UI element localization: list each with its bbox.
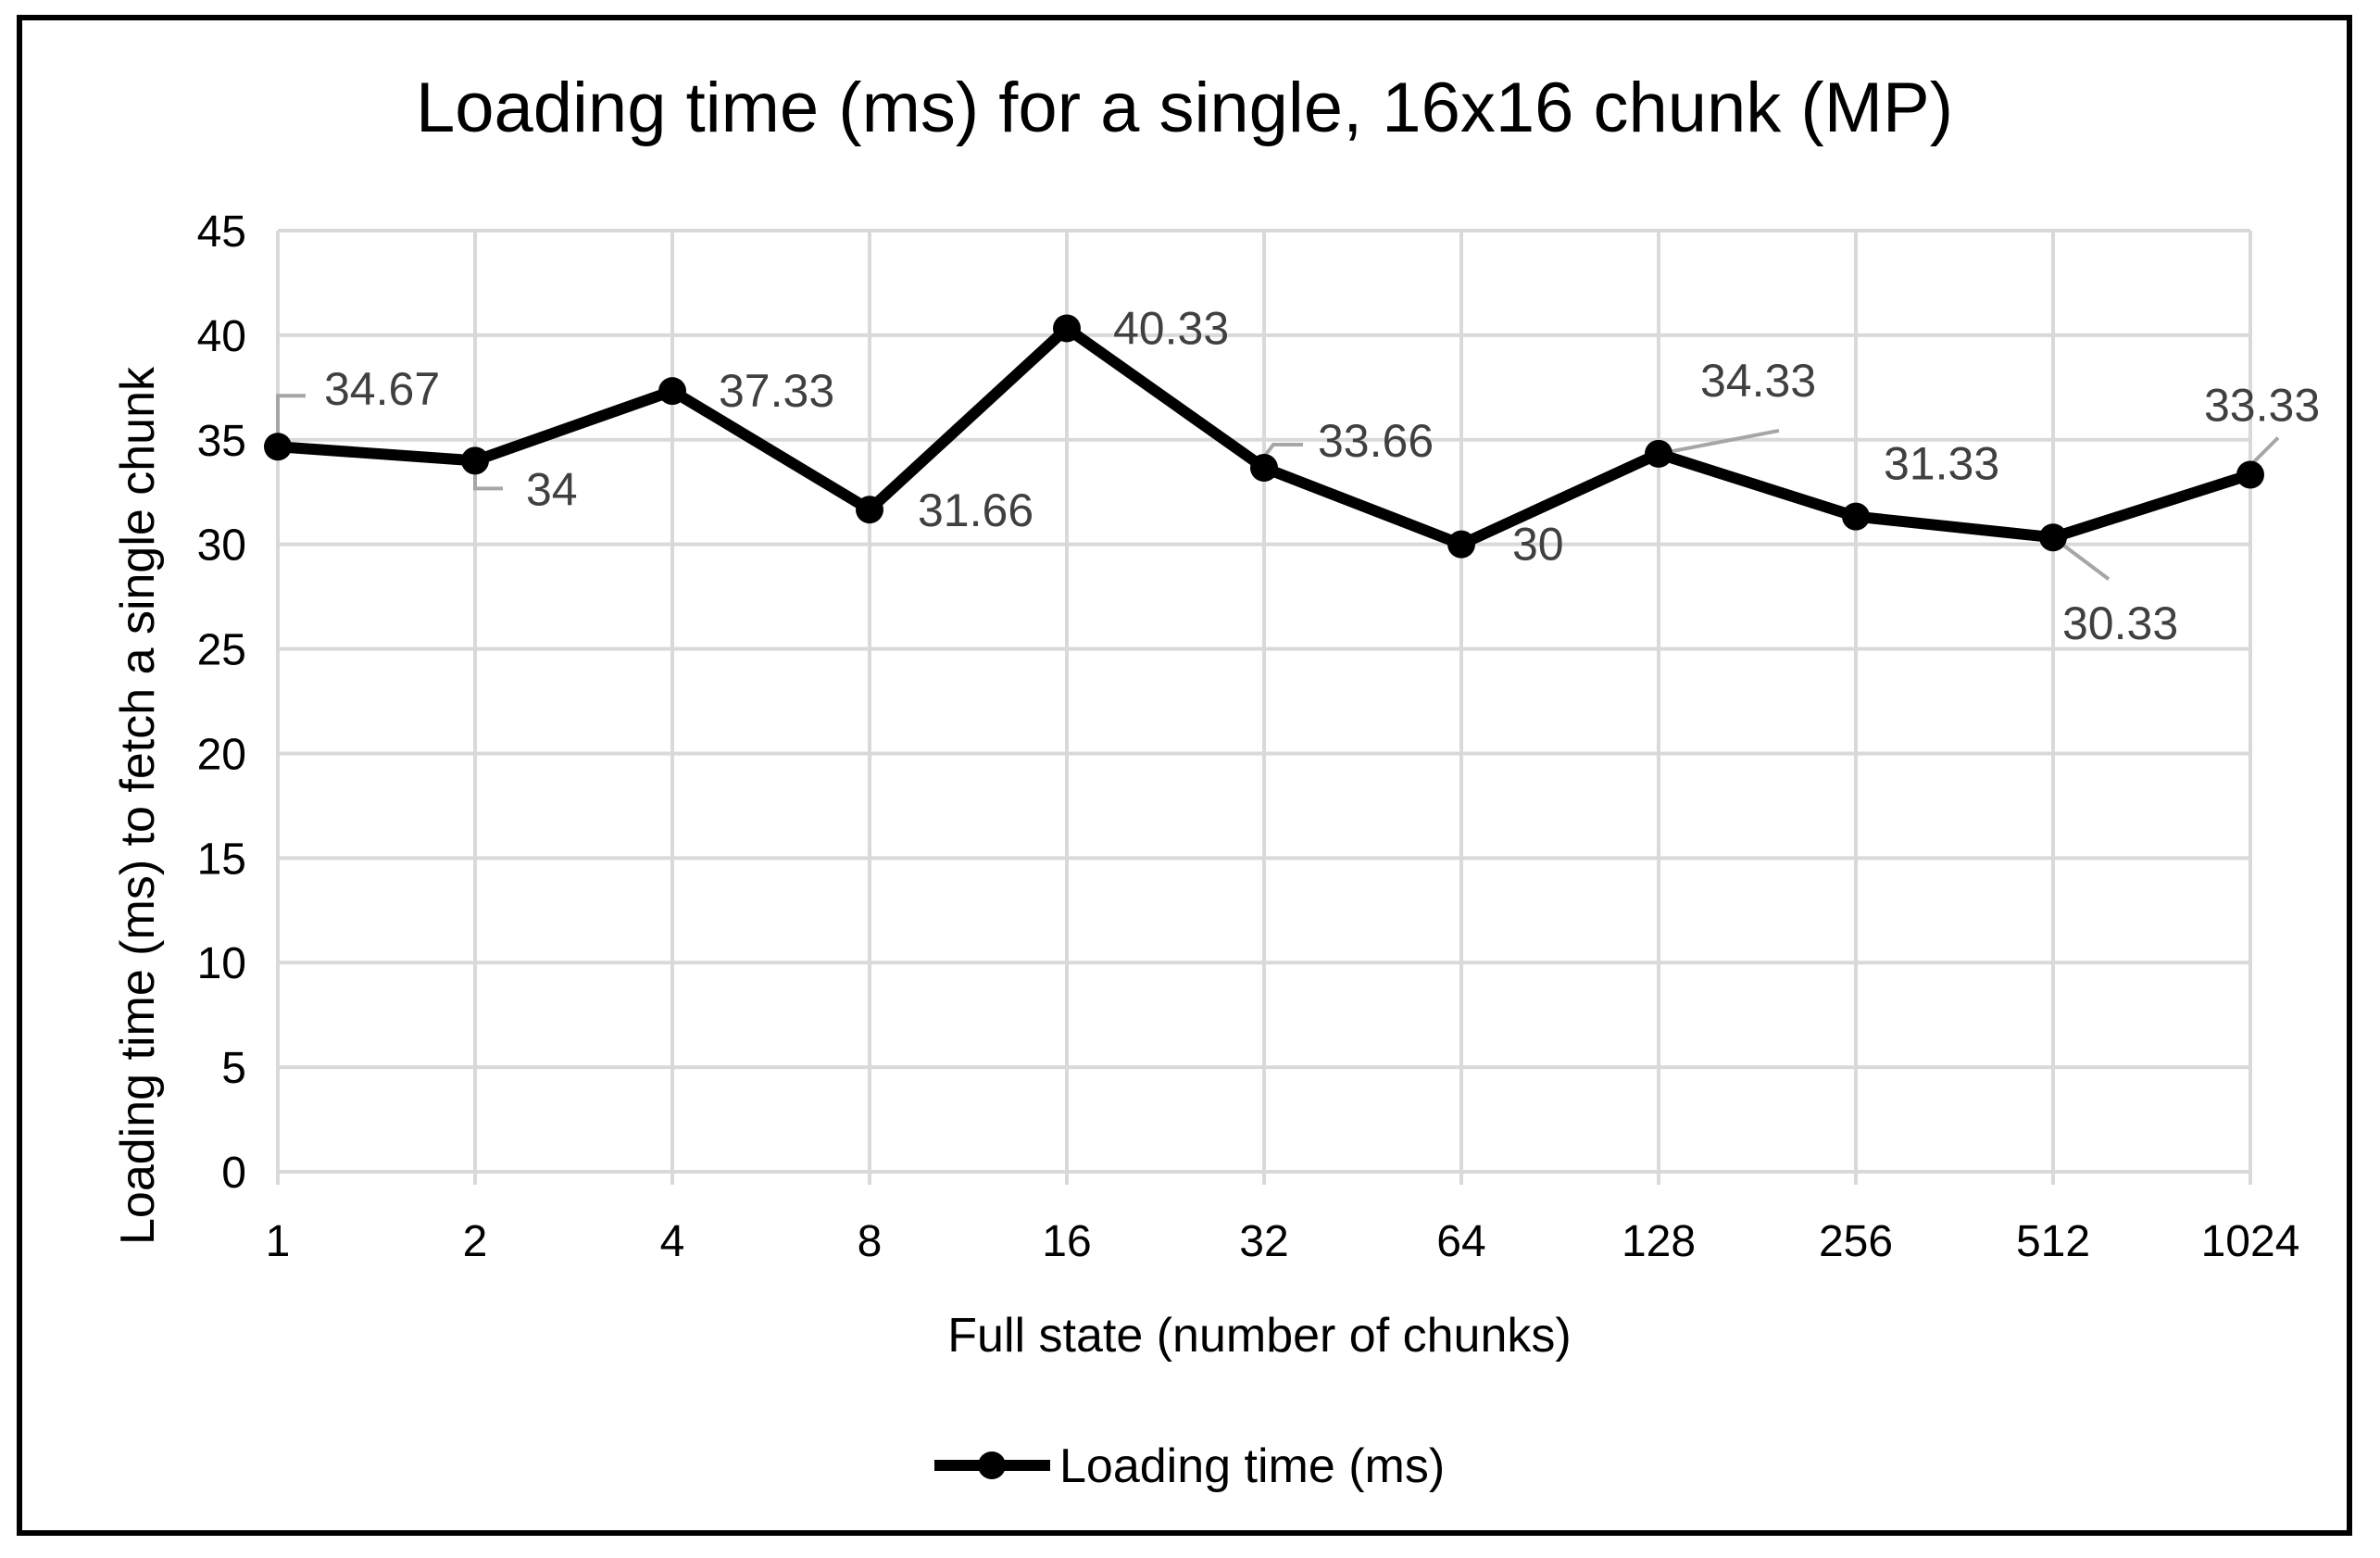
data-point bbox=[658, 377, 686, 406]
data-point bbox=[1250, 454, 1278, 483]
data-point bbox=[1645, 439, 1672, 468]
y-tick-label: 10 bbox=[197, 939, 246, 988]
data-point bbox=[461, 446, 489, 475]
label-leader-line bbox=[1262, 443, 1303, 459]
chart-frame: Loading time (ms) for a single, 16x16 ch… bbox=[17, 15, 2352, 1536]
x-axis-title: Full state (number of chunks) bbox=[947, 1309, 1571, 1363]
data-point bbox=[1447, 530, 1475, 559]
y-tick-label: 25 bbox=[197, 626, 246, 675]
data-labels: 34.67 34 37.33 31.66 40.33 33.66 30 34.33 31.33 3… bbox=[324, 302, 2320, 649]
data-label: 33.66 bbox=[1318, 415, 1434, 467]
y-tick-label: 20 bbox=[197, 730, 246, 779]
data-label: 40.33 bbox=[1113, 302, 1229, 354]
x-tick-label: 256 bbox=[1819, 1217, 1893, 1266]
y-tick-label: 40 bbox=[197, 312, 246, 361]
x-tick-label: 2 bbox=[463, 1217, 488, 1266]
data-point bbox=[2039, 523, 2067, 552]
label-leader-line bbox=[2248, 436, 2280, 467]
x-tick-label: 8 bbox=[858, 1217, 883, 1266]
chart-title: Loading time (ms) for a single, 16x16 ch… bbox=[416, 69, 1953, 147]
data-label: 30 bbox=[1512, 519, 1564, 571]
x-tick-label: 32 bbox=[1239, 1217, 1288, 1266]
label-leader-line bbox=[276, 394, 306, 436]
data-point bbox=[856, 496, 883, 524]
data-label: 31.33 bbox=[1884, 438, 1999, 490]
data-label: 37.33 bbox=[719, 365, 834, 417]
legend-label: Loading time (ms) bbox=[1059, 1439, 1445, 1493]
data-label: 34 bbox=[526, 463, 578, 515]
x-tick-label: 1 bbox=[266, 1217, 291, 1266]
data-label: 34.33 bbox=[1700, 355, 1816, 407]
label-leader-line bbox=[473, 471, 503, 491]
y-tick-label: 15 bbox=[197, 835, 246, 884]
data-point bbox=[264, 433, 292, 461]
x-axis-ticks: 1 2 4 8 16 32 64 128 256 512 1024 bbox=[266, 1217, 2300, 1266]
data-point bbox=[1842, 502, 1870, 531]
label-leader-lines bbox=[276, 394, 2280, 581]
x-tick-label: 16 bbox=[1042, 1217, 1091, 1266]
x-tick-label: 128 bbox=[1622, 1217, 1696, 1266]
data-label: 30.33 bbox=[2062, 597, 2178, 649]
y-tick-label: 5 bbox=[221, 1044, 246, 1093]
label-leader-line bbox=[1658, 428, 1780, 456]
x-tick-label: 1024 bbox=[2201, 1217, 2300, 1266]
y-tick-label: 30 bbox=[197, 521, 246, 571]
legend: Loading time (ms) bbox=[934, 1439, 1445, 1493]
series-loading-time bbox=[264, 314, 2264, 559]
y-axis-ticks: 0 5 10 15 20 25 30 35 40 45 bbox=[197, 207, 246, 1198]
data-point bbox=[2236, 460, 2264, 489]
x-tick-label: 4 bbox=[660, 1217, 685, 1266]
y-axis-title: Loading time (ms) to fetch a single chun… bbox=[111, 366, 165, 1245]
legend-marker bbox=[978, 1451, 1006, 1479]
data-point bbox=[1053, 314, 1081, 343]
data-label: 33.33 bbox=[2204, 379, 2320, 431]
data-label: 34.67 bbox=[324, 363, 440, 415]
y-tick-label: 0 bbox=[221, 1149, 246, 1198]
x-tick-label: 512 bbox=[2016, 1217, 2090, 1266]
gridlines bbox=[276, 229, 2252, 1185]
y-tick-label: 45 bbox=[197, 207, 246, 257]
data-label: 31.66 bbox=[918, 484, 1033, 536]
line-chart: Loading time (ms) for a single, 16x16 ch… bbox=[111, 69, 2320, 1493]
y-tick-label: 35 bbox=[197, 417, 246, 466]
x-tick-label: 64 bbox=[1436, 1217, 1485, 1266]
